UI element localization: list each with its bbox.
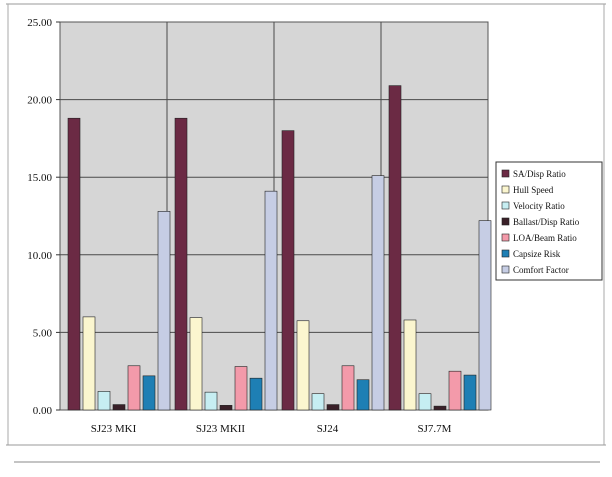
bar-hull-speed-2 bbox=[296, 320, 310, 411]
y-tick-label: 25.00 bbox=[27, 17, 52, 29]
bar-ballast-disp-ratio-2 bbox=[326, 404, 340, 411]
legend-label: Comfort Factor bbox=[513, 265, 569, 275]
bar-comfort-factor-2 bbox=[371, 175, 385, 411]
x-tick-label: SJ23 MKI bbox=[91, 423, 137, 435]
bar-sa-disp-ratio-0 bbox=[67, 117, 81, 411]
legend-swatch bbox=[501, 233, 510, 242]
bar-loa-beam-ratio-3 bbox=[448, 370, 462, 411]
y-tick-label: 15.00 bbox=[27, 172, 52, 184]
y-tick-label: 5.00 bbox=[33, 327, 53, 339]
x-tick-label: SJ24 bbox=[317, 423, 339, 435]
bar-sa-disp-ratio-1 bbox=[174, 117, 188, 411]
bar-capsize-risk-2 bbox=[356, 379, 370, 411]
bar-velocity-ratio-1 bbox=[204, 391, 218, 411]
x-axis-ticks: SJ23 MKI SJ23 MKII SJ24 SJ7.7M bbox=[91, 423, 452, 435]
legend-label: SA/Disp Ratio bbox=[513, 169, 566, 179]
bar-comfort-factor-0 bbox=[157, 211, 171, 411]
bar-ballast-disp-ratio-0 bbox=[112, 404, 126, 411]
bar-comfort-factor-3 bbox=[478, 220, 492, 411]
x-tick-label: SJ7.7M bbox=[418, 423, 452, 435]
bar-ballast-disp-ratio-1 bbox=[219, 405, 233, 411]
y-axis-ticks: 0.00 5.00 10.00 15.00 20.00 25.00 bbox=[27, 17, 60, 417]
bar-ballast-disp-ratio-3 bbox=[433, 405, 447, 411]
legend-label: LOA/Beam Ratio bbox=[513, 233, 577, 243]
bar-velocity-ratio-2 bbox=[311, 393, 325, 411]
x-tick-label: SJ23 MKII bbox=[196, 423, 246, 435]
legend-label: Capsize Risk bbox=[513, 249, 561, 259]
y-tick-label: 0.00 bbox=[33, 405, 53, 417]
legend-swatch bbox=[501, 169, 510, 178]
y-tick-label: 20.00 bbox=[27, 95, 52, 107]
bar-capsize-risk-3 bbox=[463, 374, 477, 411]
bar-sa-disp-ratio-2 bbox=[281, 130, 295, 411]
legend-label: Hull Speed bbox=[513, 185, 554, 195]
legend-label: Ballast/Disp Ratio bbox=[513, 217, 580, 227]
legend-swatch bbox=[501, 185, 510, 194]
bar-hull-speed-1 bbox=[189, 317, 203, 411]
bar-capsize-risk-0 bbox=[142, 375, 156, 411]
bar-capsize-risk-1 bbox=[249, 377, 263, 411]
legend-swatch bbox=[501, 265, 510, 274]
bar-velocity-ratio-3 bbox=[418, 393, 432, 411]
bar-sa-disp-ratio-3 bbox=[388, 85, 402, 411]
bar-hull-speed-3 bbox=[403, 319, 417, 411]
legend-label: Velocity Ratio bbox=[513, 201, 565, 211]
bar-loa-beam-ratio-0 bbox=[127, 365, 141, 411]
bar-loa-beam-ratio-2 bbox=[341, 365, 355, 411]
bar-loa-beam-ratio-1 bbox=[234, 366, 248, 411]
bar-comfort-factor-1 bbox=[264, 190, 278, 411]
bar-hull-speed-0 bbox=[82, 316, 96, 411]
legend-swatch bbox=[501, 249, 510, 258]
legend-items: SA/Disp Ratio Hull Speed Velocity Ratio Bal… bbox=[501, 169, 580, 275]
legend-swatch bbox=[501, 201, 510, 210]
bar-series bbox=[67, 85, 492, 411]
bar-velocity-ratio-0 bbox=[97, 391, 111, 411]
legend-box bbox=[495, 161, 603, 281]
legend-swatch bbox=[501, 217, 510, 226]
y-tick-label: 10.00 bbox=[27, 250, 52, 262]
legend: SA/Disp Ratio Hull Speed Velocity Ratio Bal… bbox=[495, 161, 603, 281]
